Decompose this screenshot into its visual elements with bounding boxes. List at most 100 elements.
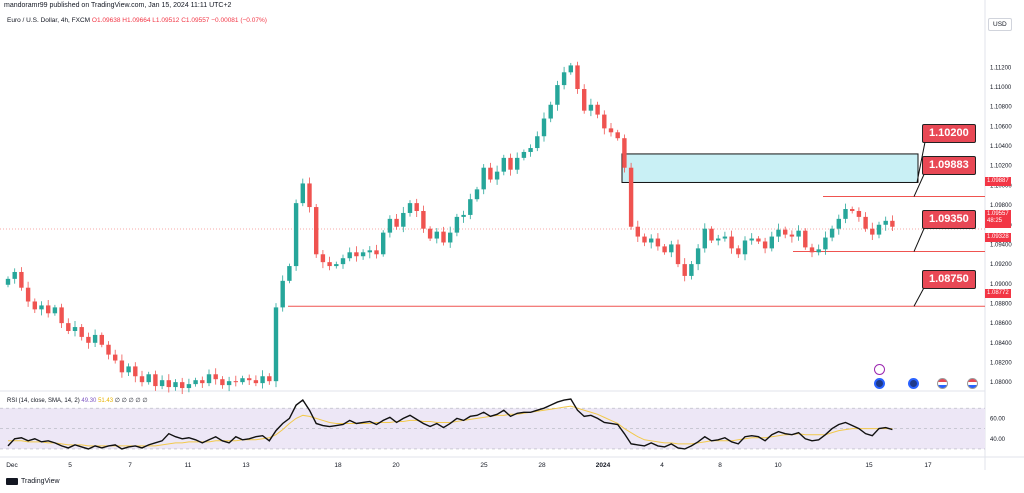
level-label-4[interactable]: 1.08750 <box>922 270 976 289</box>
candle <box>890 220 895 227</box>
ohlc-change: −0.00081 (−0.07%) <box>211 17 267 24</box>
candle <box>166 380 171 388</box>
candle <box>414 203 419 211</box>
us-flag-icon[interactable] <box>937 378 948 389</box>
candle <box>662 246 667 253</box>
candle <box>267 376 272 382</box>
candle <box>776 229 781 237</box>
tag-support: 1.09328 <box>985 233 1011 242</box>
candle <box>354 252 359 257</box>
candle <box>12 271 17 279</box>
rsi-legend-placeholders: ∅ ∅ ∅ ∅ ∅ <box>114 398 148 404</box>
candle <box>5 278 11 285</box>
candle <box>293 203 299 267</box>
ohlc-low: L1.09512 <box>152 17 180 24</box>
candle <box>789 234 795 237</box>
candle <box>387 218 393 233</box>
candle <box>32 301 37 310</box>
candle <box>52 307 58 314</box>
candle <box>695 248 701 265</box>
candle <box>582 89 587 111</box>
candle <box>79 327 84 337</box>
candle <box>106 344 111 355</box>
candle <box>756 238 761 242</box>
candle <box>146 374 151 383</box>
candle <box>682 264 687 276</box>
candle <box>548 104 553 119</box>
tag-current-price: 1.09557 <box>987 211 1009 217</box>
candle <box>25 287 31 302</box>
candle <box>153 374 158 387</box>
event-icon[interactable] <box>874 378 885 389</box>
candle <box>213 374 218 380</box>
candle <box>193 380 198 385</box>
time-tick-label: 4 <box>660 462 664 469</box>
tag-low-line: 1.08772 <box>985 289 1011 298</box>
price-tick-label: 1.08200 <box>990 360 1012 366</box>
price-tick-label: 1.09800 <box>990 203 1012 209</box>
candle <box>19 271 24 288</box>
symbol-title[interactable]: Euro / U.S. Dollar, 4h, FXCM <box>7 17 91 24</box>
candle <box>441 231 446 243</box>
candle <box>716 238 721 241</box>
candle <box>642 236 647 243</box>
candle <box>501 157 506 172</box>
candle <box>86 336 91 343</box>
candle <box>220 379 225 386</box>
price-tick-label: 1.10200 <box>990 164 1012 170</box>
candle <box>200 380 205 384</box>
candle <box>421 210 426 229</box>
currency-selector[interactable]: USD <box>988 18 1012 31</box>
candle <box>374 250 379 255</box>
price-tick-label: 1.10800 <box>990 105 1012 111</box>
event-icon[interactable] <box>908 378 919 389</box>
candle <box>448 232 453 243</box>
tag-resistance: 1.09887 <box>985 177 1011 186</box>
candle <box>850 209 855 211</box>
candle <box>360 252 366 257</box>
candle <box>823 237 828 250</box>
candle <box>46 305 51 314</box>
candle <box>602 114 607 129</box>
time-tick-label: 15 <box>865 462 873 469</box>
candle <box>863 216 868 229</box>
candle <box>655 238 661 247</box>
candle <box>675 244 681 265</box>
candle <box>113 354 118 361</box>
us-flag-icon[interactable] <box>967 378 978 389</box>
lightning-icon[interactable] <box>874 364 885 375</box>
candle <box>856 210 862 217</box>
candle <box>427 228 433 239</box>
level-label-3[interactable]: 1.09350 <box>922 210 976 229</box>
rsi-legend-label[interactable]: RSI (14, close, SMA, 14, 2) <box>7 398 80 404</box>
ohlc-close: C1.09557 <box>181 17 210 24</box>
candle <box>327 262 332 267</box>
candle <box>468 199 473 215</box>
time-tick-label: 28 <box>538 462 546 469</box>
candle <box>260 376 265 384</box>
candle <box>568 65 573 73</box>
candle <box>870 228 875 235</box>
candle <box>133 366 138 377</box>
candle <box>119 360 125 373</box>
rsi-band <box>0 408 985 449</box>
candle <box>314 207 319 255</box>
publisher-caption: mandoramr99 published on TradingView.com… <box>4 2 232 9</box>
price-tick-label: 1.09200 <box>990 262 1012 268</box>
candle <box>541 118 547 137</box>
level-label-2[interactable]: 1.09883 <box>922 156 976 175</box>
candle <box>555 85 560 105</box>
candle <box>494 171 500 180</box>
candle <box>180 382 185 389</box>
candle <box>334 264 339 267</box>
time-tick-label: 5 <box>68 462 72 469</box>
candle <box>649 238 654 243</box>
candle <box>729 236 734 249</box>
candle <box>367 250 372 253</box>
candle <box>575 65 580 90</box>
candle <box>809 247 815 253</box>
candle <box>159 380 165 387</box>
candle <box>92 334 98 343</box>
level-label-1[interactable]: 1.10200 <box>922 124 976 143</box>
